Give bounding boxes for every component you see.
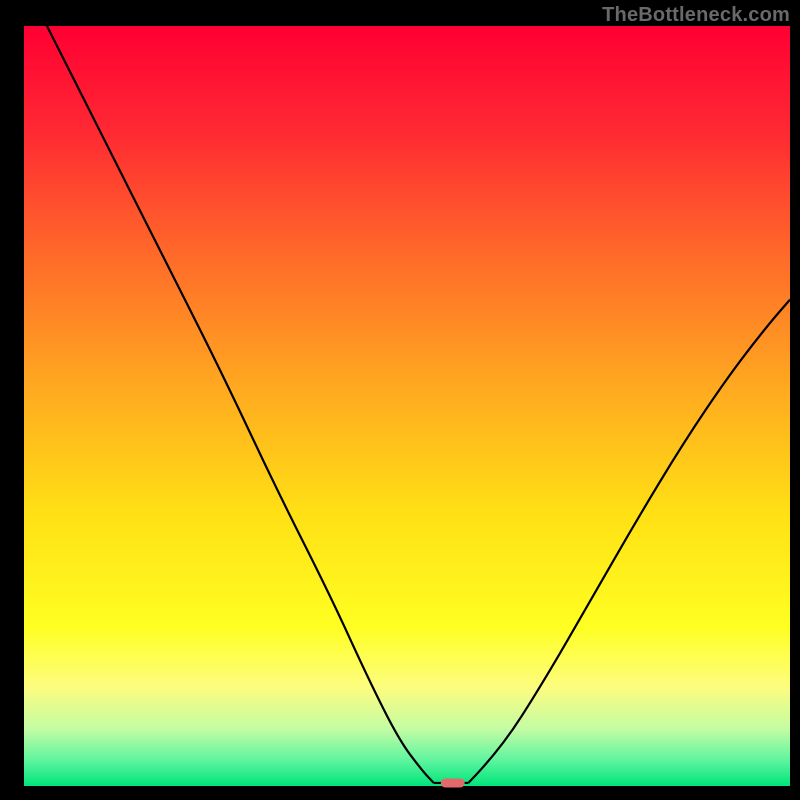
- optimal-point-marker: [441, 778, 466, 787]
- bottleneck-plot: [24, 26, 790, 786]
- watermark-text: TheBottleneck.com: [602, 4, 790, 27]
- bottleneck-curve-svg: [24, 26, 790, 786]
- curve-right-branch: [468, 300, 790, 783]
- curve-left-branch: [47, 26, 434, 783]
